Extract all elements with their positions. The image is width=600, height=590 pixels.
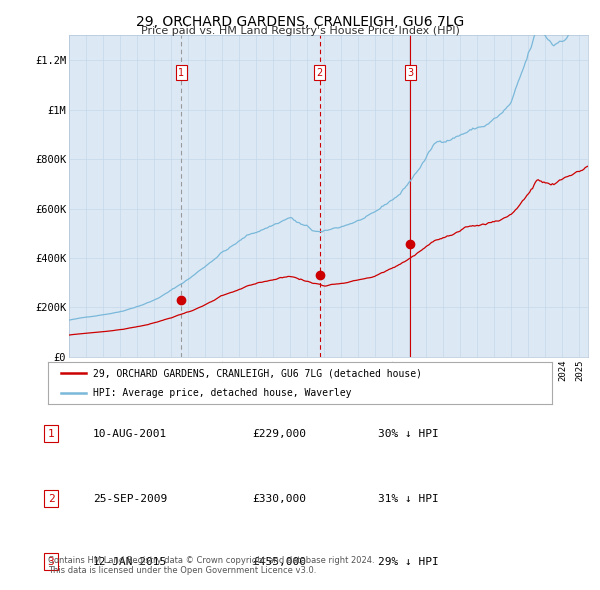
Text: 29% ↓ HPI: 29% ↓ HPI <box>378 557 439 566</box>
Text: 3: 3 <box>47 557 55 566</box>
Text: Contains HM Land Registry data © Crown copyright and database right 2024.
This d: Contains HM Land Registry data © Crown c… <box>48 556 374 575</box>
Text: 29, ORCHARD GARDENS, CRANLEIGH, GU6 7LG (detached house): 29, ORCHARD GARDENS, CRANLEIGH, GU6 7LG … <box>94 368 422 378</box>
Text: 31% ↓ HPI: 31% ↓ HPI <box>378 494 439 503</box>
Text: £330,000: £330,000 <box>252 494 306 503</box>
Text: 1: 1 <box>47 429 55 438</box>
Text: 10-AUG-2001: 10-AUG-2001 <box>93 429 167 438</box>
Text: 2: 2 <box>317 67 323 77</box>
Text: 12-JAN-2015: 12-JAN-2015 <box>93 557 167 566</box>
Text: £229,000: £229,000 <box>252 429 306 438</box>
Text: 3: 3 <box>407 67 413 77</box>
Text: £455,000: £455,000 <box>252 557 306 566</box>
Text: 1: 1 <box>178 67 185 77</box>
Text: 29, ORCHARD GARDENS, CRANLEIGH, GU6 7LG: 29, ORCHARD GARDENS, CRANLEIGH, GU6 7LG <box>136 15 464 30</box>
Text: Price paid vs. HM Land Registry's House Price Index (HPI): Price paid vs. HM Land Registry's House … <box>140 26 460 36</box>
Text: 25-SEP-2009: 25-SEP-2009 <box>93 494 167 503</box>
Text: 30% ↓ HPI: 30% ↓ HPI <box>378 429 439 438</box>
Text: 2: 2 <box>47 494 55 503</box>
Text: HPI: Average price, detached house, Waverley: HPI: Average price, detached house, Wave… <box>94 388 352 398</box>
